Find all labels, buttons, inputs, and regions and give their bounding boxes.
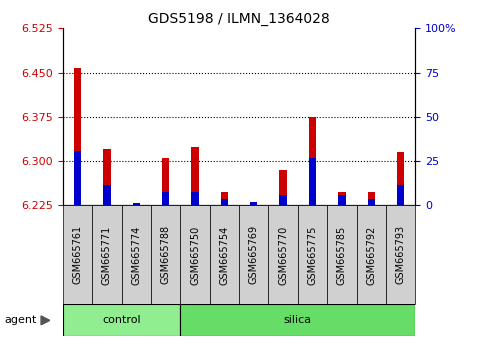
Title: GDS5198 / ILMN_1364028: GDS5198 / ILMN_1364028: [148, 12, 330, 26]
Bar: [210, 205, 239, 304]
Bar: [280, 170, 287, 205]
Bar: [221, 199, 228, 205]
Bar: [269, 205, 298, 304]
Bar: [250, 204, 257, 205]
Bar: [221, 192, 228, 205]
Bar: [250, 202, 257, 205]
Bar: [92, 205, 122, 304]
Bar: [63, 205, 92, 304]
Bar: [397, 185, 404, 205]
Text: agent: agent: [5, 315, 37, 325]
Bar: [74, 151, 81, 205]
Text: GSM665754: GSM665754: [219, 225, 229, 285]
Text: GSM665792: GSM665792: [366, 225, 376, 285]
Bar: [239, 205, 269, 304]
Bar: [298, 205, 327, 304]
Text: GSM665774: GSM665774: [131, 225, 141, 285]
Bar: [180, 205, 210, 304]
Bar: [103, 185, 111, 205]
Bar: [180, 304, 415, 336]
Bar: [309, 117, 316, 205]
Bar: [356, 205, 386, 304]
Text: GSM665775: GSM665775: [308, 225, 317, 285]
Bar: [162, 158, 170, 205]
Bar: [368, 199, 375, 205]
Bar: [151, 205, 180, 304]
Bar: [338, 195, 346, 205]
Bar: [162, 192, 170, 205]
Bar: [74, 68, 81, 205]
Text: GSM665770: GSM665770: [278, 225, 288, 285]
Bar: [386, 205, 415, 304]
Text: silica: silica: [284, 315, 312, 325]
Bar: [191, 192, 199, 205]
Text: GSM665771: GSM665771: [102, 225, 112, 285]
Text: GSM665785: GSM665785: [337, 225, 347, 285]
Bar: [191, 148, 199, 205]
Bar: [309, 158, 316, 205]
Bar: [122, 205, 151, 304]
Bar: [63, 304, 180, 336]
Bar: [327, 205, 356, 304]
Text: GSM665769: GSM665769: [249, 225, 259, 285]
Text: GSM665750: GSM665750: [190, 225, 200, 285]
Bar: [338, 192, 346, 205]
Text: GSM665788: GSM665788: [161, 225, 170, 285]
Bar: [397, 152, 404, 205]
Bar: [280, 195, 287, 205]
Text: GSM665793: GSM665793: [396, 225, 406, 285]
Bar: [103, 149, 111, 205]
Bar: [132, 203, 140, 205]
Text: control: control: [102, 315, 141, 325]
Bar: [368, 192, 375, 205]
Text: GSM665761: GSM665761: [72, 225, 83, 285]
